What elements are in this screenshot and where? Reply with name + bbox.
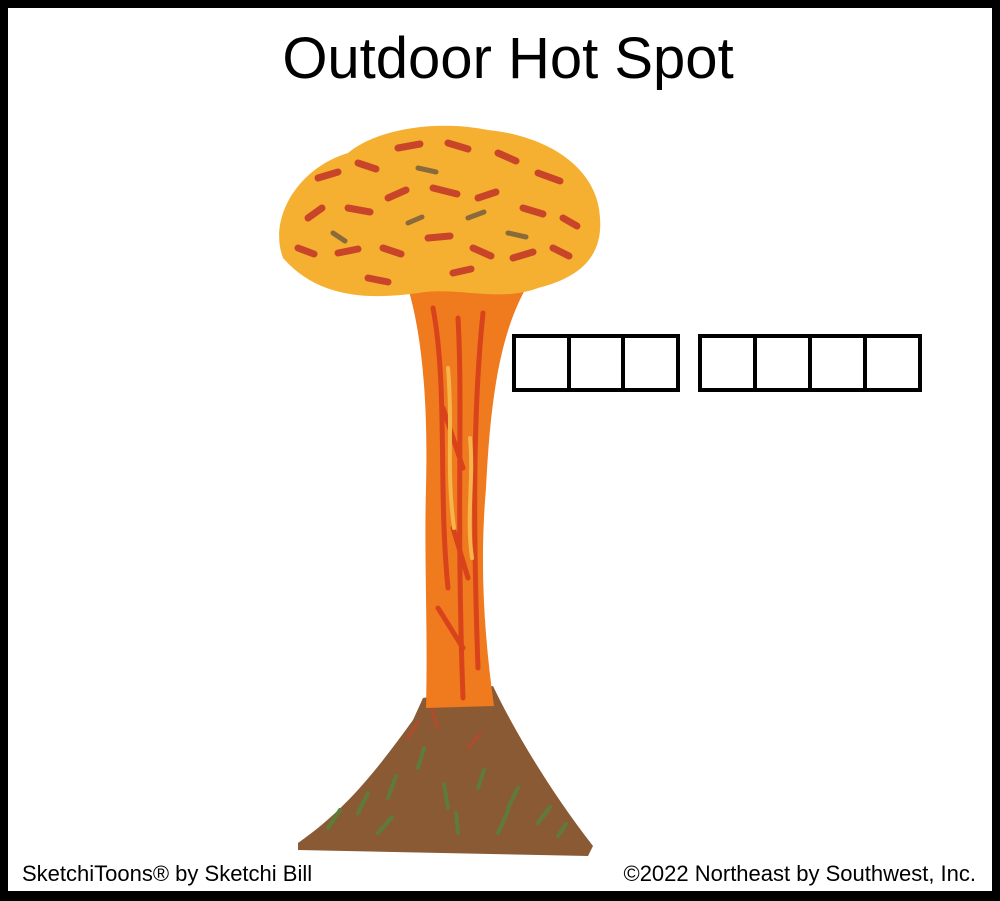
letter-box[interactable] <box>516 338 571 388</box>
letter-box[interactable] <box>702 338 757 388</box>
answer-word-2-boxes[interactable] <box>698 334 922 392</box>
volcano-illustration <box>279 125 601 856</box>
letter-box[interactable] <box>812 338 867 388</box>
letter-box[interactable] <box>867 338 918 388</box>
answer-word-1-boxes[interactable] <box>512 334 680 392</box>
letter-box[interactable] <box>757 338 812 388</box>
volcano-mountain <box>298 686 593 856</box>
letter-box[interactable] <box>571 338 626 388</box>
lava-column <box>408 288 526 708</box>
copyright-notice: ©2022 Northeast by Southwest, Inc. <box>623 861 976 886</box>
letter-box[interactable] <box>625 338 676 388</box>
comic-title: Outdoor Hot Spot <box>282 26 734 91</box>
eruption-cloud <box>279 125 601 297</box>
artist-credit: SketchiToons® by Sketchi Bill <box>22 861 313 886</box>
